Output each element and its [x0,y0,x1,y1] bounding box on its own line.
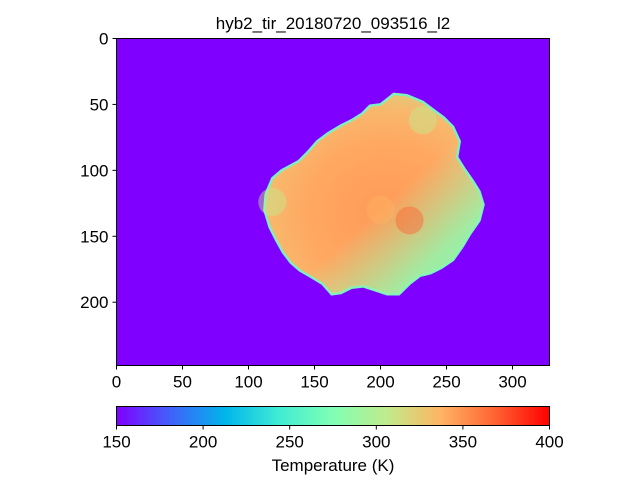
temperature-feature-0 [366,195,395,224]
x-tick-label: 150 [300,373,328,392]
asteroid-cool-rim [264,93,484,295]
x-axis: 0 50 100 150 200 250 300 [112,365,527,392]
y-tick-label: 100 [80,161,108,180]
colorbar-label: Temperature (K) [272,456,395,475]
colorbar: 150 200 250 300 350 400 Temperature (K) [102,406,564,475]
heatmap-axes: 0 50 100 150 200 250 300 0 50 100 150 200 [80,30,550,392]
temperature-feature-1 [408,106,437,135]
y-tick-label: 0 [99,30,108,49]
x-tick-label: 0 [112,373,121,392]
x-tick-label: 300 [498,373,526,392]
colorbar-tick-label: 400 [535,433,563,452]
axes-frame [116,38,550,366]
y-tick-label: 150 [80,227,108,246]
temperature-feature-3 [395,206,424,235]
colorbar-tick-label: 250 [276,433,304,452]
temperature-feature-2 [258,188,287,216]
x-tick-label: 100 [234,373,262,392]
x-tick-label: 250 [432,373,460,392]
temperature-features [258,106,437,235]
colorbar-gradient [116,406,550,426]
colorbar-tick-label: 150 [102,433,130,452]
y-tick-label: 200 [80,293,108,312]
y-tick-label: 50 [90,95,109,114]
y-axis: 0 50 100 150 200 [80,30,117,312]
x-tick-label: 50 [173,373,192,392]
colorbar-ticks: 150 200 250 300 350 400 [102,425,564,452]
colorbar-tick-label: 350 [449,433,477,452]
colorbar-tick-label: 200 [189,433,217,452]
colorbar-tick-label: 300 [362,433,390,452]
x-tick-label: 200 [366,373,394,392]
chart-title: hyb2_tir_20180720_093516_l2 [216,14,450,33]
